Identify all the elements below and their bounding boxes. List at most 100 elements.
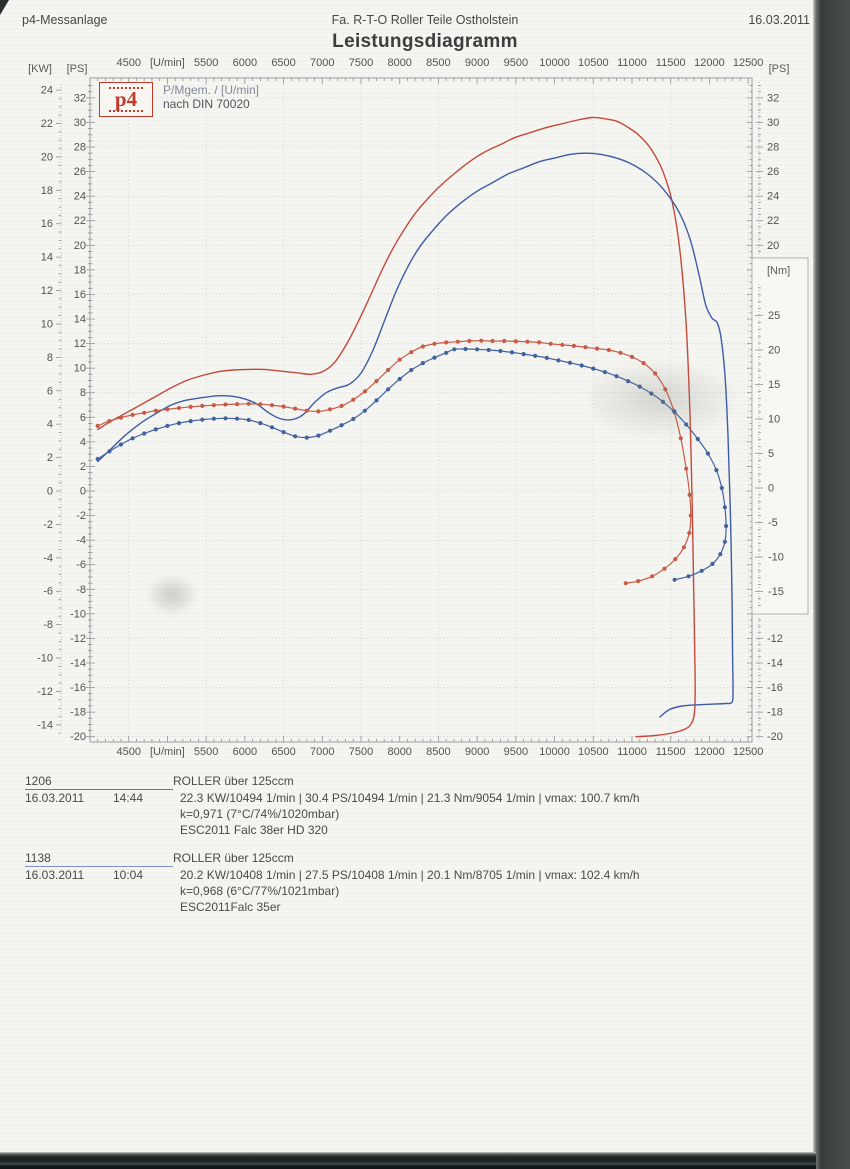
svg-text:20: 20 xyxy=(41,151,53,163)
svg-text:7500: 7500 xyxy=(349,746,373,758)
rpm-axis-labels: 4500 4500 [U/min] [U/min] 5500 5500 6000 6000 65… xyxy=(116,57,763,758)
svg-text:10: 10 xyxy=(768,414,780,426)
svg-text:-10: -10 xyxy=(768,552,784,564)
svg-text:15: 15 xyxy=(768,379,780,391)
svg-text:0: 0 xyxy=(80,486,86,498)
left-axis-labels: 242220181614121086420-2-4-6-8-10-12-1432… xyxy=(37,85,86,744)
svg-text:7000: 7000 xyxy=(310,746,334,758)
run-setup: ESC2011Falc 35er xyxy=(180,900,281,914)
svg-text:2: 2 xyxy=(80,461,86,473)
svg-text:6500: 6500 xyxy=(271,57,295,69)
svg-text:8500: 8500 xyxy=(426,57,450,69)
p4-logo: p4 xyxy=(99,82,153,117)
svg-text:24: 24 xyxy=(74,191,86,203)
svg-text:20: 20 xyxy=(74,240,86,252)
kw-ruler xyxy=(56,84,62,734)
svg-text:[Nm]: [Nm] xyxy=(767,265,790,277)
svg-text:10500: 10500 xyxy=(578,746,609,758)
svg-text:2: 2 xyxy=(47,452,53,464)
svg-text:0: 0 xyxy=(47,486,53,498)
svg-text:-12: -12 xyxy=(767,633,783,645)
run-id: 1206 xyxy=(25,773,173,790)
svg-text:30: 30 xyxy=(74,117,86,129)
svg-text:-18: -18 xyxy=(70,707,86,719)
svg-text:-6: -6 xyxy=(43,586,53,598)
run-block-1206: 1206 ROLLER über 125ccm 16.03.2011 14:44 22… xyxy=(25,773,640,838)
svg-text:-10: -10 xyxy=(70,608,86,620)
svg-text:-2: -2 xyxy=(76,510,86,522)
svg-text:4: 4 xyxy=(80,436,86,448)
legend-line-1: P/Mgem. / [U/min] xyxy=(163,83,260,97)
scanner-edge-right xyxy=(813,0,850,1169)
svg-text:8: 8 xyxy=(47,352,53,364)
scanner-edge-bottom xyxy=(0,1152,816,1169)
svg-text:-15: -15 xyxy=(768,586,784,598)
svg-text:8000: 8000 xyxy=(387,746,411,758)
svg-text:11500: 11500 xyxy=(656,57,686,69)
run-result: 20.2 KW/10408 1/min | 27.5 PS/10408 1/mi… xyxy=(180,868,640,882)
logo-top-bar xyxy=(109,87,143,89)
svg-text:4500: 4500 xyxy=(116,746,140,758)
svg-text:32: 32 xyxy=(767,92,779,104)
logo-bottom-bar xyxy=(109,110,143,112)
run-block-1138: 1138 ROLLER über 125ccm 16.03.2011 10:04 20… xyxy=(25,850,640,915)
svg-text:7000: 7000 xyxy=(310,57,334,69)
svg-text:[PS]: [PS] xyxy=(769,63,790,75)
svg-text:-6: -6 xyxy=(76,559,86,571)
svg-text:-8: -8 xyxy=(76,584,86,596)
svg-text:7500: 7500 xyxy=(349,57,373,69)
svg-text:16: 16 xyxy=(74,289,86,301)
svg-text:10: 10 xyxy=(74,363,86,375)
svg-text:24: 24 xyxy=(41,85,53,97)
svg-text:6: 6 xyxy=(80,412,86,424)
svg-text:14: 14 xyxy=(41,252,53,264)
svg-text:11500: 11500 xyxy=(656,746,686,758)
svg-text:9000: 9000 xyxy=(465,57,489,69)
svg-text:-18: -18 xyxy=(767,707,783,719)
svg-text:20: 20 xyxy=(767,240,779,252)
run-vehicle: ROLLER über 125ccm xyxy=(173,851,294,865)
svg-text:6500: 6500 xyxy=(271,746,295,758)
run-correction: k=0,968 (6°C/77%/1021mbar) xyxy=(180,884,340,898)
svg-text:10500: 10500 xyxy=(578,57,609,69)
svg-text:12000: 12000 xyxy=(694,746,725,758)
svg-text:28: 28 xyxy=(767,142,779,154)
run-result: 22.3 KW/10494 1/min | 30.4 PS/10494 1/mi… xyxy=(180,791,640,805)
svg-text:-10: -10 xyxy=(37,653,53,665)
ps-ticks xyxy=(86,85,752,738)
svg-text:4500: 4500 xyxy=(116,57,140,69)
svg-text:0: 0 xyxy=(768,483,774,495)
chart-legend: p4 P/Mgem. / [U/min] nach DIN 70020 xyxy=(99,82,259,117)
svg-text:6: 6 xyxy=(47,385,53,397)
svg-text:9500: 9500 xyxy=(504,57,528,69)
svg-text:8500: 8500 xyxy=(426,746,450,758)
svg-text:-20: -20 xyxy=(70,731,86,743)
svg-text:-20: -20 xyxy=(767,731,783,743)
svg-text:12: 12 xyxy=(41,285,53,297)
svg-text:10: 10 xyxy=(41,318,53,330)
company-name: Fa. R-T-O Roller Teile Ostholstein xyxy=(331,13,519,27)
svg-text:11000: 11000 xyxy=(617,746,647,758)
logo-text: p4 xyxy=(114,87,138,111)
gridlines xyxy=(90,78,752,742)
svg-text:5500: 5500 xyxy=(194,746,218,758)
svg-text:[U/min]: [U/min] xyxy=(150,57,185,69)
svg-text:-2: -2 xyxy=(43,519,53,531)
run-vehicle: ROLLER über 125ccm xyxy=(173,774,294,788)
svg-text:22: 22 xyxy=(74,215,86,227)
series-power-run-1206 xyxy=(97,116,696,738)
svg-text:10000: 10000 xyxy=(539,746,570,758)
svg-text:[U/min]: [U/min] xyxy=(150,746,185,758)
series-torque-run-1138 xyxy=(95,346,729,582)
svg-text:4: 4 xyxy=(47,419,53,431)
svg-text:[KW]: [KW] xyxy=(28,63,52,75)
svg-text:30: 30 xyxy=(767,117,779,129)
svg-text:14: 14 xyxy=(74,314,86,326)
series-torque-run-1206 xyxy=(95,338,693,586)
paper-background xyxy=(0,0,816,1155)
svg-text:20: 20 xyxy=(768,345,780,357)
svg-text:25: 25 xyxy=(768,310,780,322)
svg-text:-8: -8 xyxy=(43,619,53,631)
run-date: 16.03.2011 xyxy=(25,868,85,882)
svg-text:-14: -14 xyxy=(37,719,53,731)
